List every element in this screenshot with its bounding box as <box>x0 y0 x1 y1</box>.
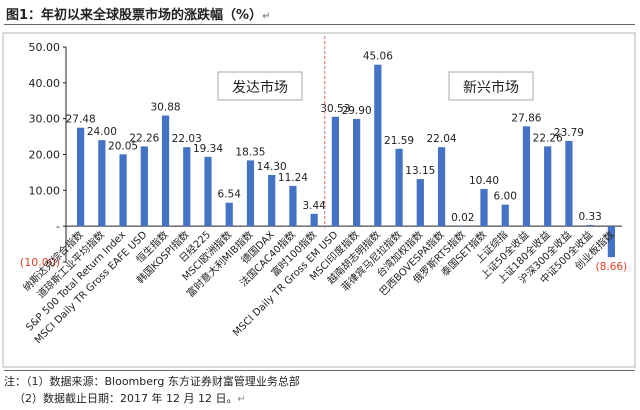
bar <box>289 185 297 227</box>
bar <box>522 126 531 227</box>
bar <box>98 140 106 227</box>
data-label: 22.04 <box>427 133 457 145</box>
y-tick-label: 20.00 <box>29 149 61 162</box>
data-label: 14.30 <box>257 161 287 173</box>
data-label: 45.06 <box>363 51 393 63</box>
data-label: 29.90 <box>342 105 372 117</box>
chart-frame <box>2 32 636 368</box>
bar <box>353 119 361 227</box>
emerging-annotation-text: 新兴市场 <box>463 79 519 96</box>
bar <box>501 204 509 227</box>
data-label: 23.79 <box>554 127 584 139</box>
data-label: 13.15 <box>405 165 435 177</box>
data-label: 27.86 <box>511 112 541 124</box>
bar <box>395 148 403 227</box>
bar <box>437 147 446 227</box>
data-label: 11.24 <box>278 172 308 184</box>
data-label: 18.35 <box>235 146 265 158</box>
bar-series <box>77 64 615 258</box>
figure-title-text: 图1：年初以来全球股票市场的涨跌幅（%） <box>6 8 263 23</box>
bar <box>119 154 127 227</box>
data-label: 22.03 <box>172 133 202 145</box>
data-labels: 27.4824.0020.0522.2630.8822.0319.346.541… <box>66 51 628 273</box>
bar <box>416 179 424 227</box>
developed-annotation-box <box>217 71 303 101</box>
bar <box>586 224 594 227</box>
bar <box>310 213 318 227</box>
y-tick-label: (10.00) <box>20 256 60 269</box>
enter-mark-icon: ↵ <box>262 11 271 22</box>
bar <box>77 127 85 227</box>
y-tick-label: 10.00 <box>29 184 61 197</box>
bar <box>246 160 255 227</box>
footnote-date: （2）数据截止日期：2017 年 12 月 12 日。 <box>14 392 238 405</box>
bar <box>480 188 488 227</box>
bottom-rule <box>4 370 635 371</box>
data-label: 27.48 <box>66 114 96 126</box>
bar <box>544 146 552 227</box>
footnote-source: 注：（1）数据来源：Bloomberg 东方证券财富管理业务总部 <box>4 375 300 388</box>
emerging-annotation-box <box>448 71 534 101</box>
bar <box>225 202 233 227</box>
top-rule <box>4 24 635 25</box>
developed-annotation-text: 发达市场 <box>232 79 288 96</box>
data-label: 22.26 <box>129 132 159 144</box>
developed-annotation: 发达市场 <box>217 71 303 101</box>
data-label: 10.40 <box>469 175 499 187</box>
emerging-annotation: 新兴市场 <box>448 71 534 101</box>
data-label: 21.59 <box>384 135 414 147</box>
bar <box>374 64 382 227</box>
bar <box>161 115 170 227</box>
y-tick-label: 30.00 <box>29 113 61 126</box>
data-label: 22.26 <box>533 132 563 144</box>
bar <box>607 226 615 258</box>
y-tick-label: 40.00 <box>29 77 61 90</box>
bar <box>565 140 573 227</box>
data-label: 30.88 <box>151 102 181 114</box>
data-label: 0.02 <box>451 212 474 224</box>
bar <box>331 116 339 227</box>
footnotes: 注：（1）数据来源：Bloomberg 东方证券财富管理业务总部 （2）数据截止… <box>4 373 300 408</box>
data-label: 6.54 <box>218 189 242 201</box>
bar <box>140 146 148 227</box>
data-label: (8.66) <box>596 261 628 273</box>
bar <box>204 156 212 227</box>
data-label: 19.34 <box>193 143 223 155</box>
y-axis: 50.00 40.00 30.00 20.00 10.00 - (10.00) <box>20 41 622 269</box>
data-label: 3.44 <box>302 200 326 212</box>
data-label: 20.05 <box>108 140 138 152</box>
y-tick-label: - <box>56 220 60 233</box>
data-label: 30.53 <box>320 103 350 115</box>
data-label: 24.00 <box>87 126 117 138</box>
bar <box>183 147 191 227</box>
data-label: 0.33 <box>578 211 601 223</box>
enter-mark-icon: ↵ <box>237 394 246 405</box>
bar <box>459 226 467 227</box>
bar <box>268 174 276 227</box>
y-tick-label: 50.00 <box>29 41 61 54</box>
figure-title: 图1：年初以来全球股票市场的涨跌幅（%）↵ <box>6 4 270 23</box>
data-label: 6.00 <box>494 191 517 203</box>
